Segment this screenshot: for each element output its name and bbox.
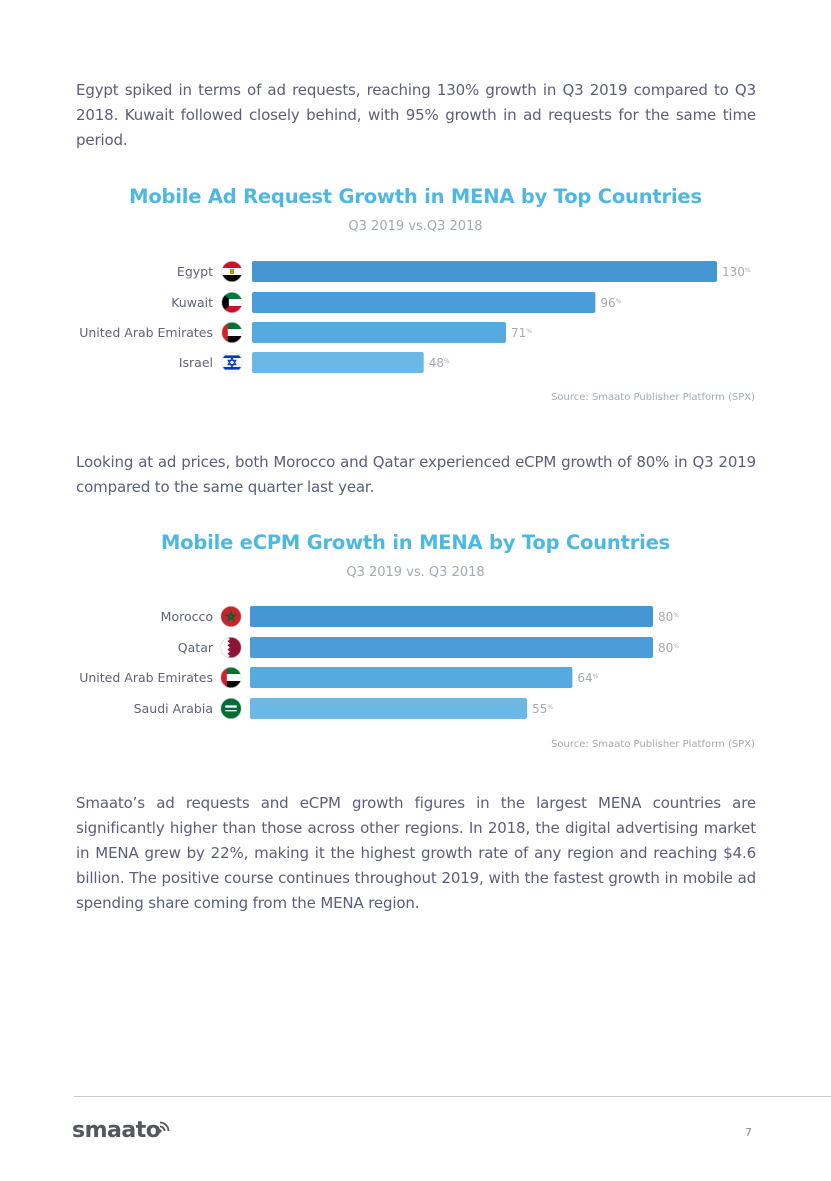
qatar-flag-icon <box>220 636 242 658</box>
chart-2-source: Source: Smaato Publisher Platform (SPX) <box>551 739 755 750</box>
ecpm-growth-chart: Morocco 80% Qatar 80% United Arab Emirates 64… <box>79 606 679 720</box>
smaato-logo: smaato <box>72 1118 161 1143</box>
ad-request-growth-chart: Egypt 130% Kuwait 96% United Arab Emirates 71… <box>79 261 751 374</box>
bar <box>252 261 717 282</box>
category-label: Israel <box>179 355 213 370</box>
value-label: 130% <box>722 265 751 279</box>
category-label: Egypt <box>177 264 213 279</box>
summary-paragraph: Smaato’s ad requests and eCPM growth fig… <box>76 794 756 912</box>
uae-flag-icon <box>220 667 242 689</box>
bar <box>252 322 506 343</box>
page-number: 7 <box>745 1126 752 1139</box>
egypt-flag-icon <box>221 261 243 282</box>
value-label: 80% <box>658 610 679 624</box>
bar <box>250 698 528 719</box>
bar <box>250 606 653 627</box>
bar <box>252 352 424 373</box>
signal-icon <box>158 1121 170 1133</box>
kuwait-flag-icon <box>221 291 243 313</box>
category-label: United Arab Emirates <box>79 670 213 685</box>
chart-2-subtitle: Q3 2019 vs. Q3 2018 <box>346 565 485 580</box>
morocco-flag-icon <box>220 606 242 627</box>
value-label: 80% <box>658 641 679 655</box>
value-label: 71% <box>511 326 532 340</box>
bar <box>250 667 573 688</box>
value-label: 64% <box>577 671 598 685</box>
bar <box>250 637 653 658</box>
chart-1-subtitle: Q3 2019 vs.Q3 2018 <box>348 219 483 234</box>
bar <box>252 292 596 313</box>
chart-2-title: Mobile eCPM Growth in MENA by Top Countr… <box>160 531 671 554</box>
uae-flag-icon <box>221 322 243 344</box>
category-label: Kuwait <box>171 295 213 310</box>
category-label: Saudi Arabia <box>134 701 213 716</box>
chart-1-title: Mobile Ad Request Growth in MENA by Top … <box>129 185 702 208</box>
saudi-flag-icon <box>220 698 242 720</box>
value-label: 55% <box>532 702 553 716</box>
footer-divider <box>74 1096 831 1097</box>
value-label: 96% <box>600 296 621 310</box>
value-label: 48% <box>429 356 450 370</box>
category-label: Qatar <box>178 640 214 655</box>
category-label: Morocco <box>161 609 213 624</box>
category-label: United Arab Emirates <box>79 325 213 340</box>
intro-paragraph: Egypt spiked in terms of ad requests, re… <box>76 81 756 149</box>
ecpm-paragraph: Looking at ad prices, both Morocco and Q… <box>76 453 756 496</box>
israel-flag-icon <box>221 352 243 374</box>
chart-1-source: Source: Smaato Publisher Platform (SPX) <box>551 392 755 403</box>
